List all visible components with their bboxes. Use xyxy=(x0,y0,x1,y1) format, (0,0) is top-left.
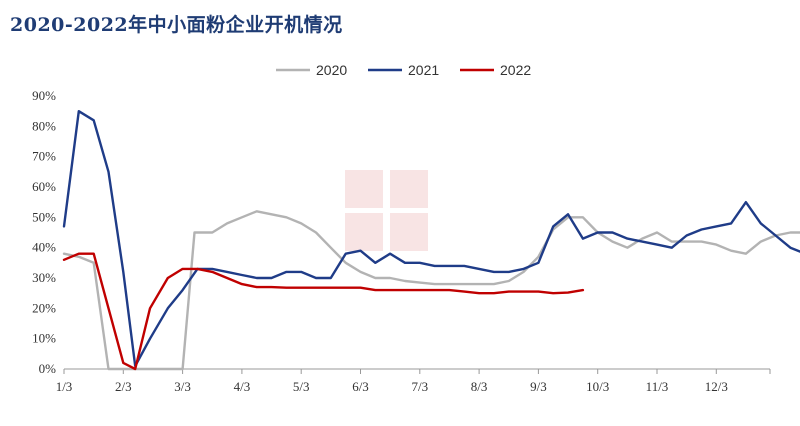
x-tick-label: 12/3 xyxy=(705,379,728,394)
series-line-2021 xyxy=(62,110,800,368)
legend-label: 2020 xyxy=(316,62,347,78)
legend: 2020 2021 2022 xyxy=(276,62,531,78)
legend-label: 2022 xyxy=(500,62,531,78)
y-tick-label: 80% xyxy=(32,118,56,133)
y-axis-ticks: 0% 10% 20% 30% 40% 50% 60% 70% 80% 90% xyxy=(32,88,56,376)
x-tick-label: 8/3 xyxy=(471,379,488,394)
y-tick-label: 20% xyxy=(32,300,56,315)
y-tick-label: 50% xyxy=(32,209,56,224)
chart-title: 2020-2022年中小面粉企业开机情况 xyxy=(10,14,343,36)
y-tick-label: 30% xyxy=(32,270,56,285)
y-tick-label: 40% xyxy=(32,240,56,255)
legend-item-2022: 2022 xyxy=(460,62,531,78)
y-tick-label: 60% xyxy=(32,179,56,194)
legend-item-2021: 2021 xyxy=(368,62,439,78)
y-tick-label: 0% xyxy=(39,361,57,376)
watermark-logo xyxy=(345,170,428,251)
legend-label: 2021 xyxy=(408,62,439,78)
x-tick-label: 6/3 xyxy=(352,379,369,394)
y-tick-label: 10% xyxy=(32,331,56,346)
x-tick-label: 5/3 xyxy=(293,379,310,394)
x-tick-label: 4/3 xyxy=(234,379,251,394)
series-line-2022 xyxy=(62,252,585,371)
y-tick-label: 90% xyxy=(32,88,56,103)
x-tick-label: 10/3 xyxy=(586,379,609,394)
x-tick-label: 2/3 xyxy=(115,379,132,394)
x-tick-label: 3/3 xyxy=(174,379,191,394)
x-axis-ticks: 1/3 2/3 3/3 4/3 5/3 6/3 7/3 8/3 9/3 10/3 11/3 12/3 xyxy=(56,369,771,394)
series-layer xyxy=(62,110,800,371)
x-tick-label: 1/3 xyxy=(56,379,73,394)
legend-item-2020: 2020 xyxy=(276,62,347,78)
y-tick-label: 70% xyxy=(32,149,56,164)
x-tick-label: 11/3 xyxy=(646,379,669,394)
x-tick-label: 9/3 xyxy=(530,379,547,394)
x-tick-label: 7/3 xyxy=(411,379,428,394)
